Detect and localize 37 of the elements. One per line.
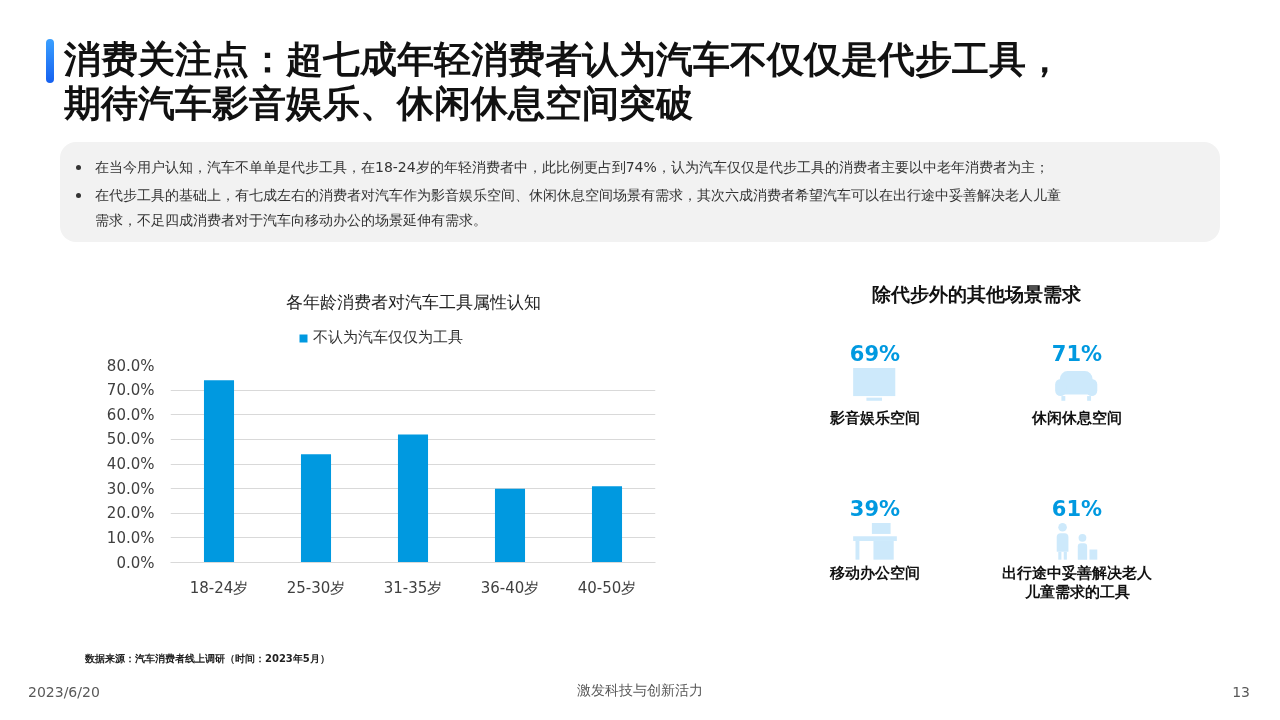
text: 除代步外的其他场景需求: [870, 282, 1082, 307]
text: 在代步工具的基础上，有七成左右的消费者对汽车作为影音娱乐空间、休闲休息空间场景有需求，其次六成消费者希望汽车可以在出行途中妥善解决老人儿童需求，不足四成消费者对于汽车向移动办公的场景延伸有需求。: [95, 186, 1062, 230]
x-tick-label: 40-50岁: [577, 578, 637, 597]
y-tick-label: 20.0%: [106, 504, 155, 523]
data-label: 71%: [1050, 341, 1104, 368]
text: 激发科技与创新活力: [576, 681, 704, 700]
bar: [300, 454, 332, 563]
category-label: 出行途中妥善解决老人儿童需求的工具: [1002, 564, 1152, 602]
data-label: 69%: [848, 341, 902, 368]
chart-title: 各年龄消费者对汽车工具属性认知: [285, 291, 541, 312]
x-tick-label: 18-24岁: [189, 578, 249, 597]
category-label: 休闲休息空间: [1030, 409, 1123, 428]
bar: [203, 380, 235, 563]
bar: [591, 486, 623, 563]
text: 13: [1231, 683, 1250, 702]
y-tick-label: 30.0%: [106, 479, 155, 498]
category-label: 影音娱乐空间: [829, 409, 921, 428]
y-tick-label: 10.0%: [106, 528, 155, 547]
data-label: 61%: [1050, 496, 1104, 523]
y-tick-label: 40.0%: [106, 455, 155, 473]
y-tick-label: 50.0%: [106, 430, 155, 449]
bar: [397, 434, 429, 563]
text: 2023/6/20: [28, 683, 100, 702]
bar: [494, 488, 526, 563]
y-tick-label: 70.0%: [106, 381, 155, 400]
y-tick-label: 80.0%: [106, 356, 155, 375]
x-tick-label: 36-40岁: [480, 578, 540, 597]
data-label: 39%: [848, 496, 902, 523]
legend-label: 不认为汽车仅仅为工具: [313, 328, 463, 347]
y-tick-label: 60.0%: [106, 405, 155, 424]
category-label: 移动办公空间: [828, 564, 921, 583]
source-note: 数据来源：汽车消费者线上调研（时间：2023年5月）: [85, 652, 330, 666]
y-tick-label: 0.0%: [116, 553, 155, 572]
text: 在当今用户认知，汽车不单单是代步工具，在18-24岁的年轻消费者中，此比例更占到74%，认为汽车仅仅是代步工具的消费者主要以中老年消费者为主；: [95, 158, 1050, 177]
x-tick-label: 25-30岁: [286, 578, 346, 597]
x-tick-label: 31-35岁: [383, 578, 443, 597]
text: 消费关注点：超七成年轻消费者认为汽车不仅仅是代步工具，期待汽车影音娱乐、休闲休息空间突破: [64, 38, 1064, 126]
